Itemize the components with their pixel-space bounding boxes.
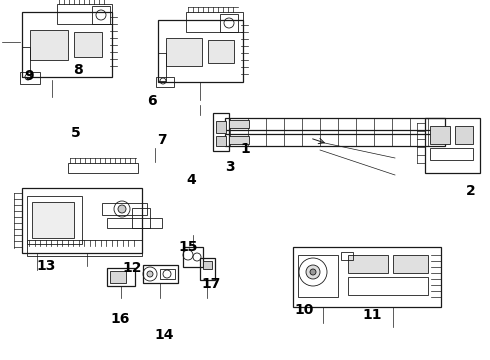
Bar	[92, 6, 110, 24]
Text: 4: 4	[186, 173, 196, 187]
Bar	[348, 255, 388, 273]
Text: 3: 3	[225, 161, 235, 174]
Bar	[22, 12, 112, 77]
Bar	[225, 134, 445, 146]
Bar	[348, 277, 428, 295]
Bar	[158, 20, 243, 82]
Bar	[225, 118, 445, 130]
Bar	[220, 14, 238, 32]
Bar	[74, 32, 102, 57]
Bar	[107, 268, 135, 286]
Bar	[20, 72, 40, 84]
Bar	[425, 118, 480, 173]
Bar	[22, 47, 30, 77]
Bar	[143, 265, 178, 283]
Text: 9: 9	[24, 69, 34, 82]
Circle shape	[310, 269, 316, 275]
Text: 15: 15	[179, 240, 198, 253]
Circle shape	[118, 205, 126, 213]
Bar	[27, 240, 142, 256]
Text: 13: 13	[37, 260, 56, 273]
Circle shape	[147, 271, 153, 277]
Bar	[166, 38, 202, 66]
Bar	[203, 261, 212, 269]
Text: 5: 5	[71, 126, 81, 140]
Text: 12: 12	[122, 261, 142, 275]
Text: 10: 10	[294, 303, 314, 316]
Bar	[160, 269, 175, 279]
Bar	[213, 113, 229, 151]
Bar	[293, 247, 441, 307]
Text: 2: 2	[466, 184, 475, 198]
Bar	[107, 218, 162, 228]
Bar	[68, 163, 138, 173]
Bar	[229, 136, 249, 144]
Bar	[27, 196, 82, 244]
Text: 16: 16	[110, 312, 130, 325]
Text: 11: 11	[363, 308, 382, 322]
Bar	[158, 53, 166, 81]
Bar	[22, 188, 142, 253]
Bar	[393, 255, 428, 273]
Bar	[200, 258, 215, 280]
Circle shape	[306, 265, 320, 279]
Text: 17: 17	[201, 278, 220, 291]
Bar	[57, 4, 112, 24]
Bar	[455, 126, 473, 144]
Bar	[216, 121, 226, 133]
Bar	[110, 271, 126, 283]
Bar	[208, 40, 234, 63]
Bar	[298, 255, 338, 297]
Text: 14: 14	[154, 328, 174, 342]
Text: 6: 6	[147, 94, 157, 108]
Bar	[30, 30, 68, 60]
Bar	[430, 148, 473, 160]
Bar	[102, 203, 147, 215]
Bar	[132, 208, 150, 228]
Text: 1: 1	[240, 143, 250, 156]
Text: 8: 8	[74, 63, 83, 77]
Bar	[156, 77, 174, 87]
Bar	[216, 136, 226, 146]
Bar	[32, 202, 74, 238]
Bar	[430, 126, 450, 144]
Bar	[186, 12, 243, 32]
Bar	[341, 252, 353, 260]
Text: 7: 7	[157, 134, 167, 147]
Bar	[183, 247, 203, 267]
Bar	[229, 120, 249, 128]
